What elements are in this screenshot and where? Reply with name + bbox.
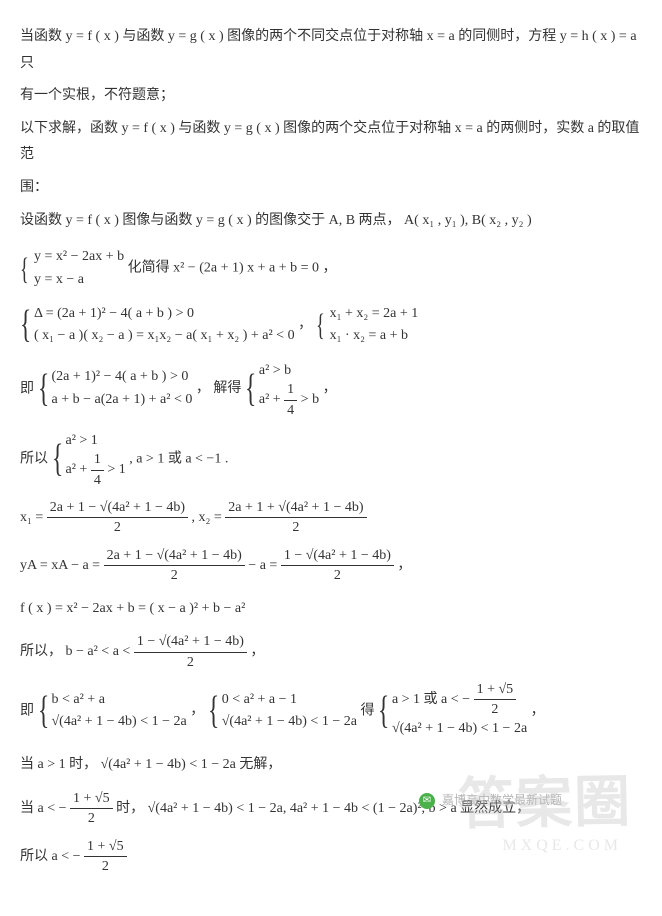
- sys5b-row2: √(4a² + 1 − 4b) < 1 − 2a: [222, 711, 357, 733]
- sys2b-row1: x₁ + x₂ = 2a + 1: [330, 303, 419, 325]
- sys2b-row2: x₁ · x₂ = a + b: [330, 325, 419, 347]
- para-2a: 以下求解，函数 y = f ( x ) 与函数 y = g ( x ) 图像的两…: [20, 116, 642, 169]
- sys3-row2: a + b − a(2a + 1) + a² < 0: [52, 389, 193, 411]
- sys4-row1: a² > 1: [66, 430, 126, 452]
- system-5: 即 b < a² + a √(4a² + 1 − 4b) < 1 − 2a ， …: [20, 682, 642, 740]
- para-3: 设函数 y = f ( x ) 图像与函数 y = g ( x ) 的图像交于 …: [20, 208, 642, 235]
- system-3: 即 (2a + 1)² − 4( a + b ) > 0 a + b − a(2…: [20, 360, 642, 418]
- ji-label-1: 即: [20, 381, 38, 396]
- final: 所以 a < − 1 + √52: [20, 839, 642, 875]
- sys3b-row1: a² > b: [259, 360, 319, 382]
- so-2: 所以， b − a² < a < 1 − √(4a² + 1 − 4b)2 ，: [20, 634, 642, 670]
- para-1b: 有一个实根，不符题意；: [20, 83, 642, 110]
- sys5c-row1: a > 1 或 a < − 1 + √52: [392, 682, 527, 718]
- sys1-row1: y = x² − 2ax + b: [34, 246, 124, 268]
- sys3-row1: (2a + 1)² − 4( a + b ) > 0: [52, 366, 193, 388]
- sys5-row1: b < a² + a: [52, 689, 187, 711]
- para-1a: 当函数 y = f ( x ) 与函数 y = g ( x ) 图像的两个不同交…: [20, 24, 642, 77]
- case-1: 当 a > 1 时， √(4a² + 1 − 4b) < 1 − 2a 无解，: [20, 752, 642, 779]
- sys5c-row2: √(4a² + 1 − 4b) < 1 − 2a: [392, 718, 527, 740]
- de-label: 得: [360, 703, 378, 718]
- system-1: y = x² − 2ax + b y = x − a 化简得 x² − (2a …: [20, 246, 642, 291]
- sys1-row2: y = x − a: [34, 269, 124, 291]
- sys2-row2: ( x₁ − a )( x₂ − a ) = x₁x₂ − a( x₁ + x₂…: [34, 325, 295, 347]
- ji-label-2: 即: [20, 703, 38, 718]
- sys3b-row2: a² + 14 > b: [259, 382, 319, 418]
- sys2-row1: Δ = (2a + 1)² − 4( a + b ) > 0: [34, 303, 295, 325]
- fx-line: f ( x ) = x² − 2ax + b = ( x − a )² + b …: [20, 596, 642, 623]
- sys4-tail: , a > 1 或 a < −1 .: [129, 451, 228, 466]
- sys4-row2: a² + 14 > 1: [66, 452, 126, 488]
- x-roots: x₁ = 2a + 1 − √(4a² + 1 − 4b)2 , x₂ = 2a…: [20, 500, 642, 536]
- para-2b: 围：: [20, 175, 642, 202]
- sys1-tail: 化简得 x² − (2a + 1) x + a + b = 0 ，: [128, 261, 337, 276]
- case-2: 当 a < − 1 + √52 时， √(4a² + 1 − 4b) < 1 −…: [20, 791, 642, 827]
- sys5-row2: √(4a² + 1 − 4b) < 1 − 2a: [52, 711, 187, 733]
- system-4: 所以 a² > 1 a² + 14 > 1 , a > 1 或 a < −1 .: [20, 430, 642, 488]
- so-label-1: 所以: [20, 451, 52, 466]
- system-2: Δ = (2a + 1)² − 4( a + b ) > 0 ( x₁ − a …: [20, 303, 642, 348]
- yA-line: yA = xA − a = 2a + 1 − √(4a² + 1 − 4b)2 …: [20, 548, 642, 584]
- sys5b-row1: 0 < a² + a − 1: [222, 689, 357, 711]
